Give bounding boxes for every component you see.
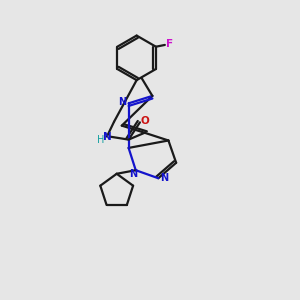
Text: F: F bbox=[166, 39, 173, 49]
Text: N: N bbox=[129, 169, 137, 179]
Text: N: N bbox=[160, 172, 168, 183]
Text: N: N bbox=[118, 97, 127, 107]
Text: H: H bbox=[97, 135, 105, 145]
Text: N: N bbox=[103, 132, 112, 142]
Text: O: O bbox=[141, 116, 149, 126]
